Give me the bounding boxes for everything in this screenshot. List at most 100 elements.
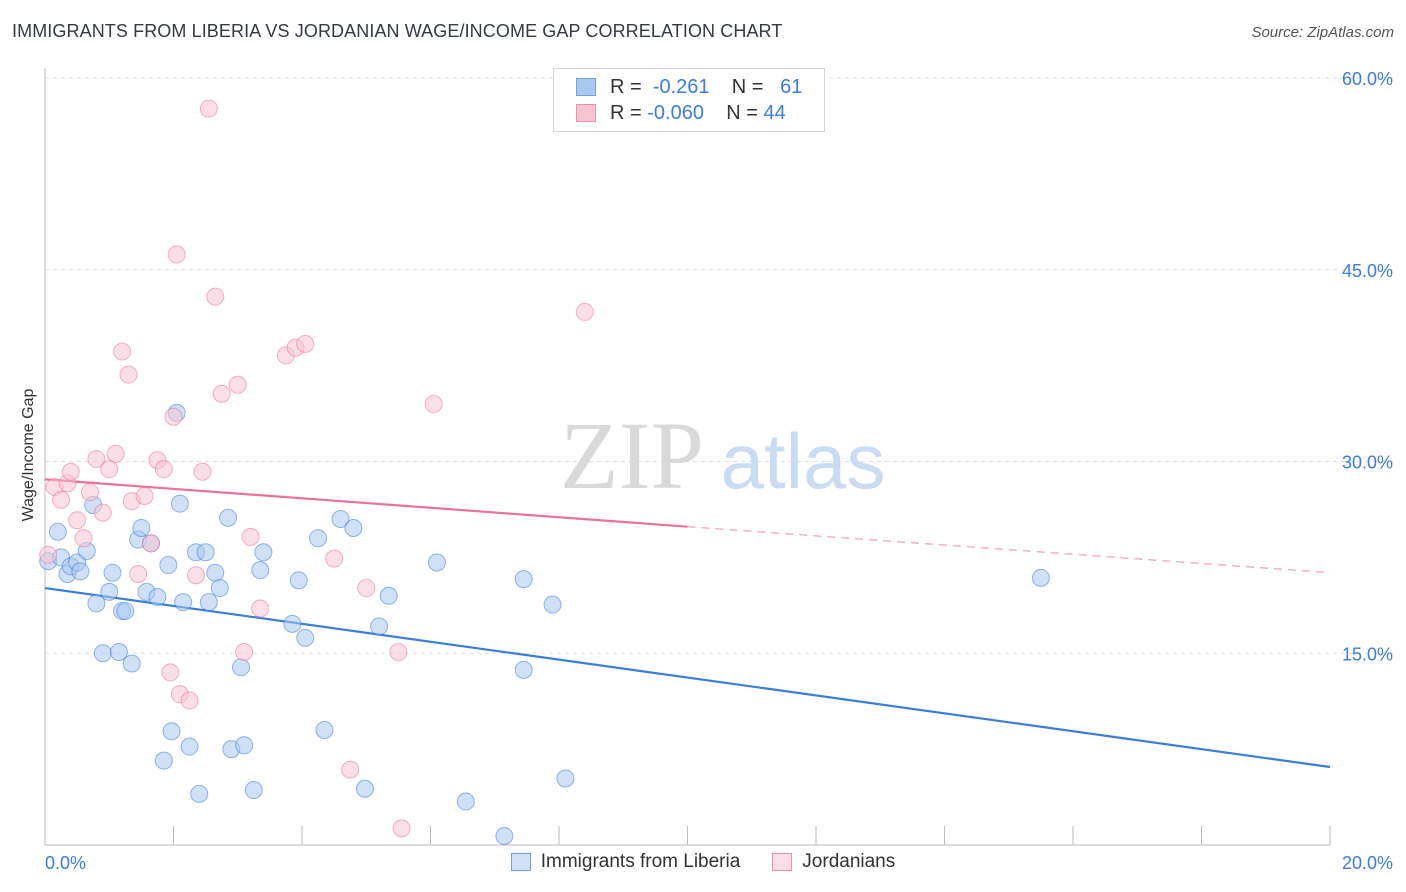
point-liberia	[315, 720, 334, 739]
legend-swatch-jordanians	[772, 853, 793, 871]
y-tick-label: 15.0%	[1342, 644, 1393, 664]
point-liberia	[219, 508, 238, 527]
point-jordanians	[52, 490, 71, 509]
point-liberia	[231, 658, 250, 677]
point-liberia	[495, 827, 514, 846]
point-liberia	[122, 654, 141, 673]
point-liberia	[190, 784, 209, 803]
stats-legend: R = -0.261 N = 61 R = -0.060 N = 44	[553, 68, 825, 132]
legend-swatch-jordanians	[576, 104, 596, 122]
x-tick-label: 0.0%	[45, 853, 86, 873]
point-liberia	[206, 563, 225, 582]
point-liberia	[370, 617, 389, 636]
point-jordanians	[241, 527, 260, 546]
point-liberia	[48, 522, 67, 541]
trend-lines	[44, 478, 1331, 769]
watermark-atlas: atlas	[721, 417, 886, 505]
point-jordanians	[167, 245, 186, 264]
point-jordanians	[106, 444, 125, 463]
point-liberia	[309, 529, 328, 548]
point-liberia	[514, 570, 533, 589]
y-tick-label: 30.0%	[1342, 453, 1393, 473]
legend-r-value: -0.060	[647, 101, 704, 124]
point-liberia	[254, 543, 273, 562]
legend-n-value: 44	[763, 101, 786, 124]
y-tick-label: 45.0%	[1342, 261, 1393, 281]
point-liberia	[1031, 568, 1050, 587]
point-jordanians	[296, 334, 315, 353]
tick-labels: 15.0% 30.0% 45.0% 60.0% 0.0% 20.0%	[45, 69, 1393, 873]
point-liberia	[148, 588, 167, 607]
watermark: ZIP atlas	[560, 402, 885, 509]
point-jordanians	[142, 534, 161, 553]
legend-item-jordanians[interactable]: Jordanians	[772, 851, 895, 873]
point-jordanians	[135, 487, 154, 506]
point-liberia	[93, 644, 112, 663]
point-liberia	[296, 628, 315, 647]
point-jordanians	[193, 462, 212, 481]
data-points	[39, 99, 1050, 846]
point-jordanians	[61, 462, 80, 481]
trend-line-jordanians-projection	[687, 526, 1331, 574]
point-liberia	[355, 779, 374, 798]
point-liberia	[427, 553, 446, 572]
point-liberia	[180, 737, 199, 756]
point-liberia	[87, 594, 106, 613]
point-jordanians	[119, 365, 138, 384]
watermark-zip: ZIP	[560, 402, 704, 509]
point-jordanians	[180, 691, 199, 710]
point-liberia	[514, 660, 533, 679]
trend-line-liberia	[44, 586, 1331, 769]
legend-item-liberia[interactable]: Immigrants from Liberia	[510, 851, 741, 873]
legend-swatch-liberia	[576, 78, 596, 96]
legend-n-label: N =	[726, 101, 758, 124]
chart-title: IMMIGRANTS FROM LIBERIA VS JORDANIAN WAG…	[12, 21, 783, 41]
point-liberia	[283, 614, 302, 633]
legend-row-liberia: R = -0.261 N = 61	[576, 74, 802, 100]
point-jordanians	[235, 642, 254, 661]
y-axis-label: Wage/Income Gap	[20, 389, 37, 522]
legend-r-label: R =	[610, 75, 642, 98]
point-liberia	[456, 792, 475, 811]
point-liberia	[210, 579, 229, 598]
point-liberia	[154, 751, 173, 770]
point-jordanians	[164, 407, 183, 426]
point-jordanians	[341, 760, 360, 779]
point-liberia	[379, 586, 398, 605]
point-liberia	[196, 543, 215, 562]
point-jordanians	[325, 549, 344, 568]
point-jordanians	[100, 460, 119, 479]
point-jordanians	[392, 819, 411, 838]
point-liberia	[244, 781, 263, 800]
point-liberia	[556, 769, 575, 788]
legend-label-liberia: Immigrants from Liberia	[540, 851, 741, 872]
point-jordanians	[186, 566, 205, 585]
point-liberia	[289, 571, 308, 590]
point-liberia	[132, 518, 151, 537]
legend-r-label: R =	[610, 101, 642, 124]
point-jordanians	[80, 483, 99, 502]
point-liberia	[159, 556, 178, 575]
point-jordanians	[575, 302, 594, 321]
point-liberia	[116, 602, 135, 621]
x-tick-label: 20.0%	[1342, 853, 1393, 873]
point-jordanians	[154, 460, 173, 479]
axes	[44, 68, 1331, 846]
point-liberia	[174, 593, 193, 612]
legend-r-value: -0.261	[652, 75, 710, 98]
point-liberia	[162, 722, 181, 741]
point-liberia	[100, 582, 119, 601]
point-jordanians	[113, 342, 132, 361]
point-liberia	[235, 736, 254, 755]
point-liberia	[331, 510, 350, 529]
source-label: Source: ZipAtlas.com	[1251, 24, 1394, 41]
point-jordanians	[251, 599, 270, 618]
legend-swatch-liberia	[510, 853, 531, 871]
y-tick-label: 60.0%	[1342, 69, 1393, 89]
point-liberia	[71, 562, 90, 581]
legend-label-jordanians: Jordanians	[802, 851, 896, 872]
point-jordanians	[206, 287, 225, 306]
point-jordanians	[357, 579, 376, 598]
point-jordanians	[199, 99, 218, 118]
